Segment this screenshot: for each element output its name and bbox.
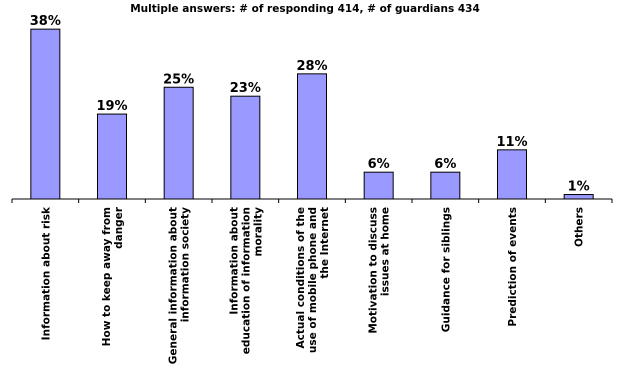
data-label: 1% <box>568 180 590 195</box>
bar <box>363 171 394 200</box>
bar <box>297 73 327 200</box>
category-label: How to keep away fromdanger <box>101 206 125 346</box>
data-label: 28% <box>296 59 327 74</box>
bar <box>163 86 194 200</box>
data-label: 11% <box>496 135 527 150</box>
bar <box>497 149 527 200</box>
category-labels-layer: Information about risk How to keep away f… <box>40 206 585 364</box>
category-label: Motivation to discussissues at home <box>368 207 392 334</box>
category-label: Prediction of events <box>507 207 519 327</box>
bar <box>97 113 127 200</box>
data-labels-layer: 38% 19% 25% 23% 28% 6% 6% 11% 1% <box>30 14 590 194</box>
category-label: Information about risk <box>40 206 52 340</box>
data-label: 19% <box>96 99 127 114</box>
bar <box>563 194 594 200</box>
category-label: General information aboutinformation soc… <box>168 207 192 364</box>
chart-subtitle: Multiple answers: # of responding 414, #… <box>130 3 480 15</box>
category-label: Actual conditions of theuse of mobile ph… <box>295 207 331 353</box>
category-label: Guidance for siblings <box>440 207 452 332</box>
data-label: 25% <box>163 72 194 87</box>
data-label: 6% <box>368 157 390 172</box>
bar <box>30 28 61 200</box>
data-label: 38% <box>30 14 61 29</box>
data-label: 23% <box>230 81 261 96</box>
category-label: Information abouteducation of informatio… <box>228 207 264 354</box>
bar <box>430 171 461 200</box>
bars-layer <box>30 28 594 200</box>
tick-marks-layer <box>11 199 613 203</box>
bar <box>230 95 261 200</box>
category-label: Others <box>574 207 586 247</box>
data-label: 6% <box>434 157 456 172</box>
